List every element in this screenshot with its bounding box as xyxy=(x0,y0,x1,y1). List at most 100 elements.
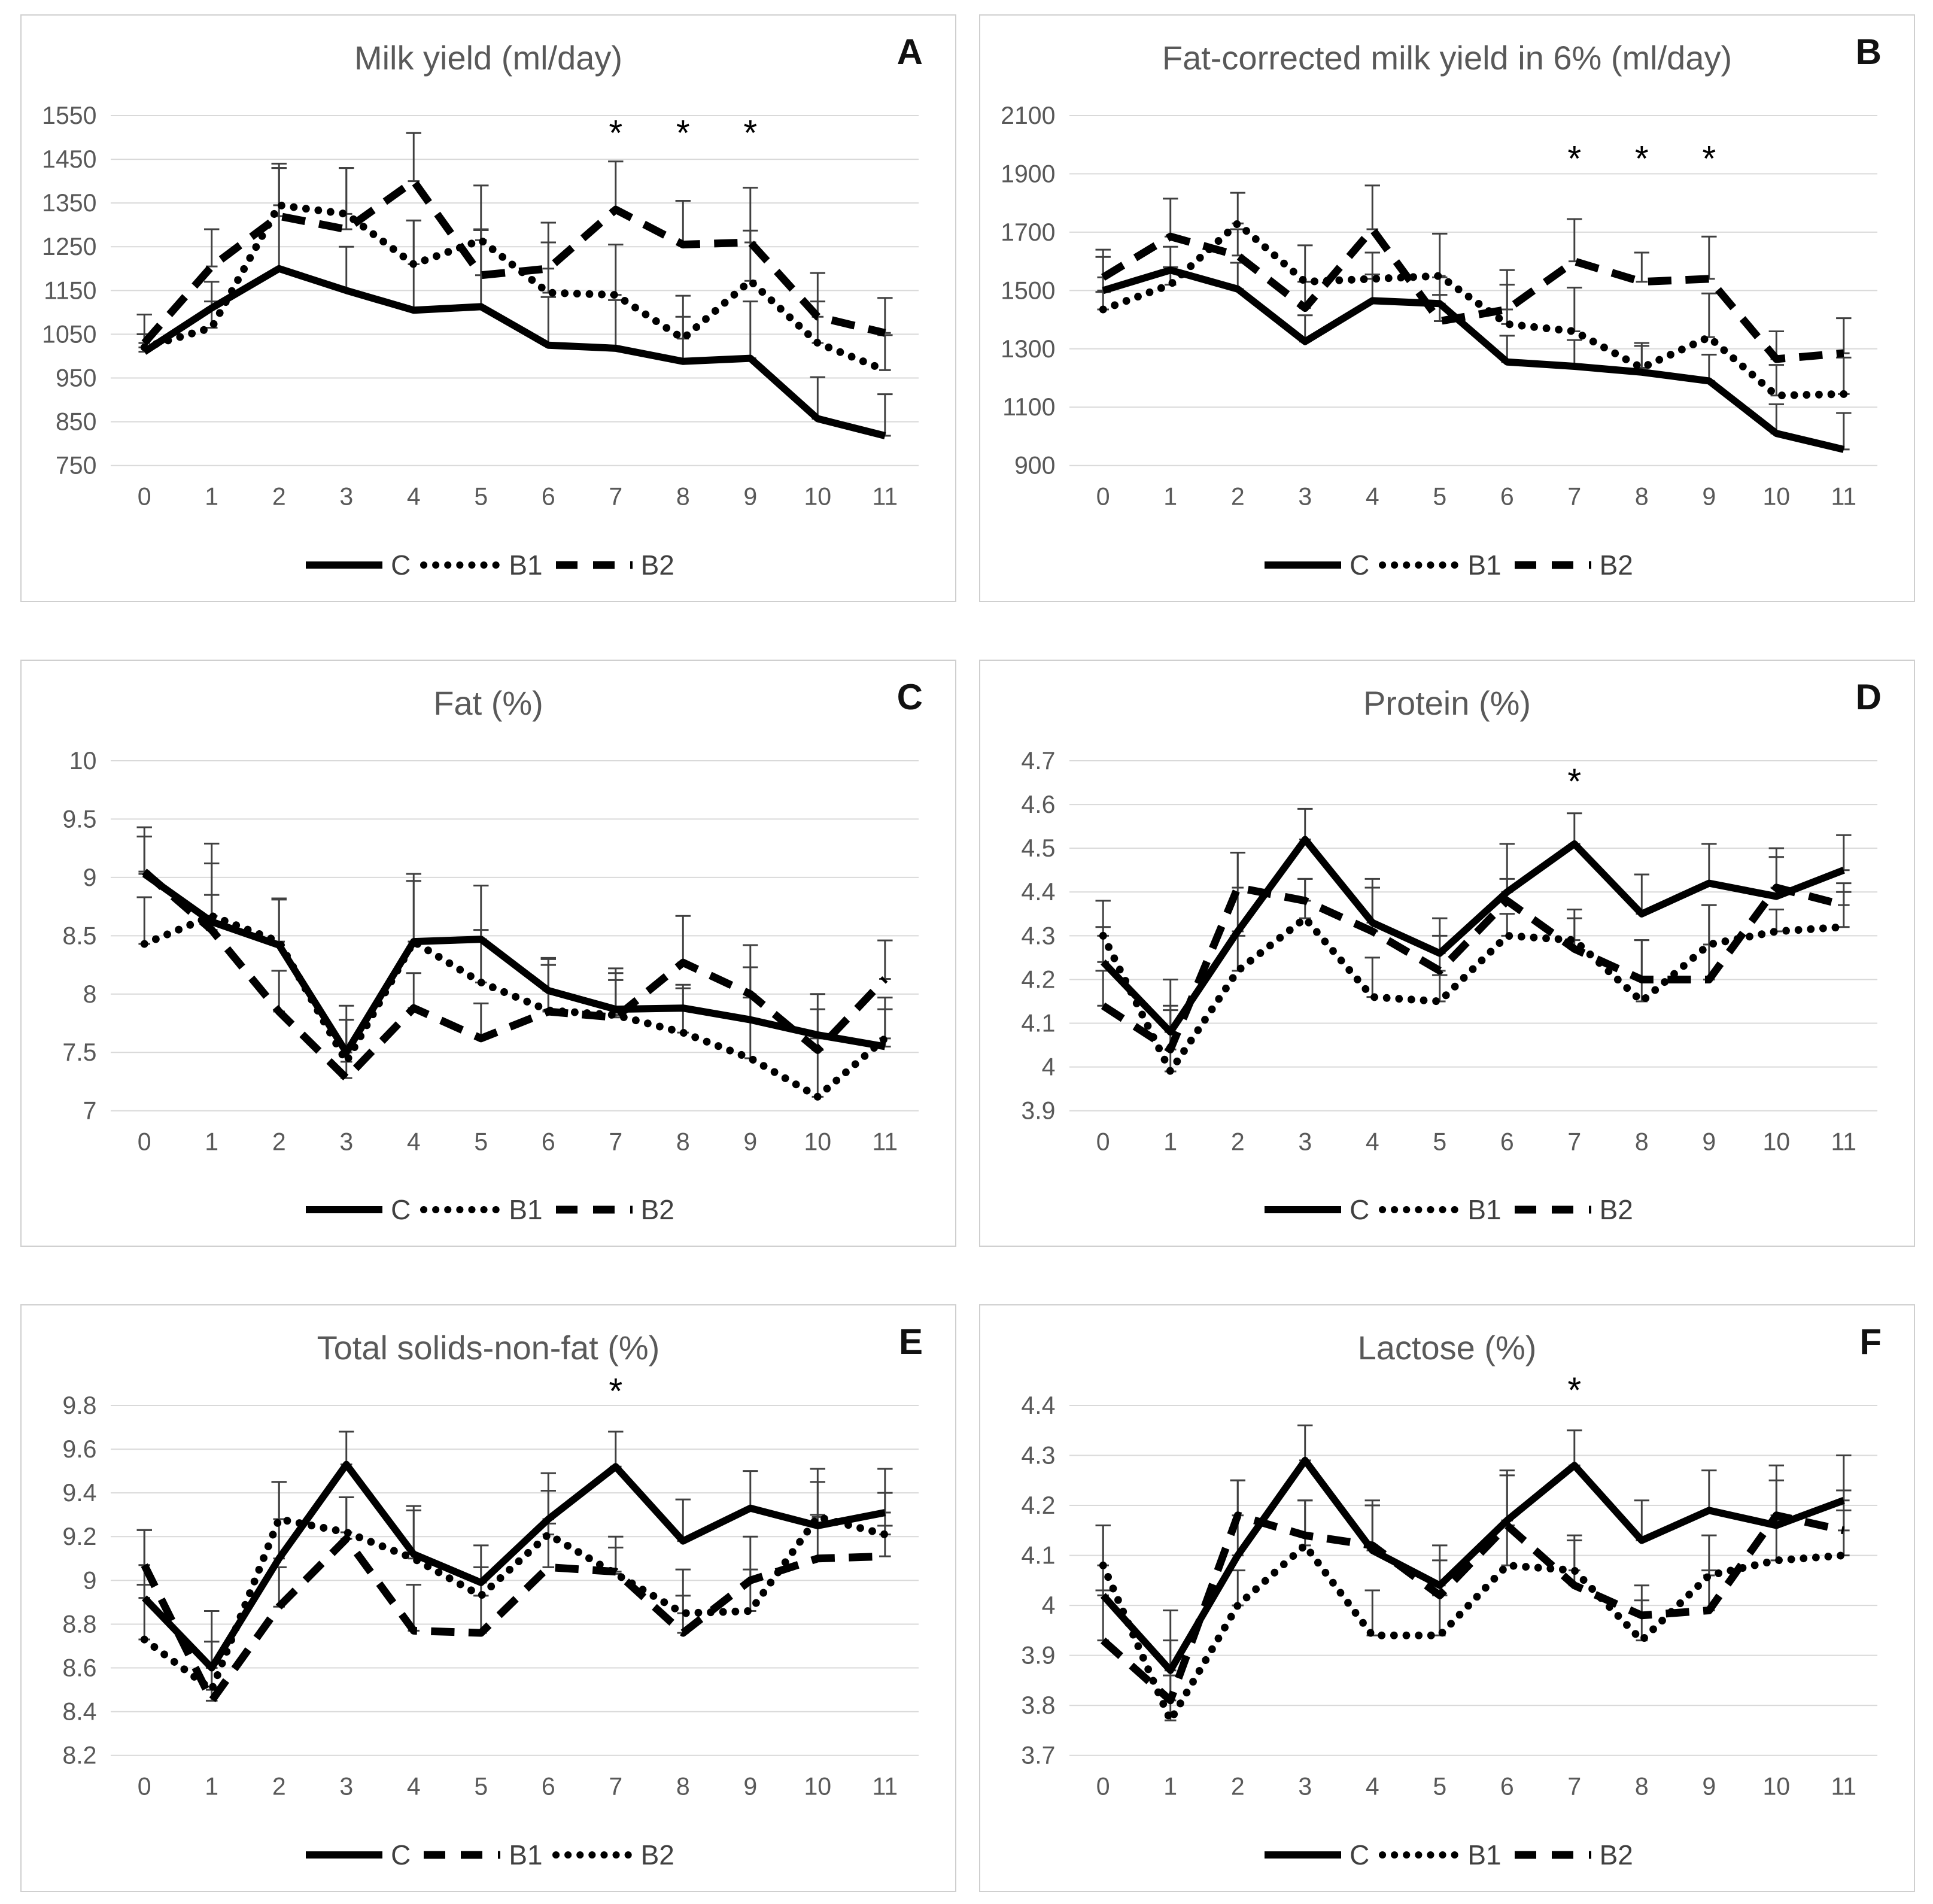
y-axis-tick-label: 4.3 xyxy=(1021,1441,1055,1469)
x-axis-tick-label: 2 xyxy=(1231,482,1245,511)
line-chart-fat-corrected-milk-yield: 900 1100 1300 1500 1700 1900 2100 0 1 2 3 4 5 6 7 8 9 10 1… xyxy=(1001,101,1878,511)
y-axis-tick-label: 9.5 xyxy=(62,804,96,833)
legend-line-sample-dashed xyxy=(1514,1851,1591,1859)
y-axis-tick-label: 3.9 xyxy=(1021,1096,1055,1125)
panel-fat-percent: Fat (%) C 7 7.5 8 8.5 9 9.5 10 0 1 2 3 4 5 6 7 8 9 10 11 C… xyxy=(20,659,956,1247)
series-line-B2 xyxy=(1101,225,1844,363)
significance-asterisk: * xyxy=(676,113,690,153)
x-axis-tick-label: 6 xyxy=(1500,482,1514,511)
x-axis-tick-label: 0 xyxy=(1096,482,1110,511)
legend-line-sample-solid xyxy=(306,1206,383,1214)
x-axis-tick-label: 11 xyxy=(1831,1127,1857,1156)
chart-legend: C B1 B2 xyxy=(29,538,948,593)
x-axis-tick-label: 3 xyxy=(339,1772,353,1801)
x-axis-tick-label: 8 xyxy=(676,1127,690,1156)
x-axis-tick-label: 3 xyxy=(1298,1772,1312,1801)
y-axis-tick-label: 4.7 xyxy=(1021,746,1055,775)
series-line-B1 xyxy=(1099,219,1848,400)
x-axis-tick-label: 9 xyxy=(743,482,757,511)
legend-label-B1: B1 xyxy=(509,549,543,581)
x-axis-tick-label: 9 xyxy=(1702,1127,1716,1156)
x-axis-tick-label: 10 xyxy=(804,1772,831,1801)
chart-legend: C B1 B2 xyxy=(987,1827,1907,1882)
panel-head: Fat-corrected milk yield in 6% (ml/day) … xyxy=(987,23,1907,83)
legend-item-B2: B2 xyxy=(1511,549,1633,581)
y-axis-tick-label: 1500 xyxy=(1001,276,1055,305)
x-axis-tick-label: 10 xyxy=(1762,1772,1790,1801)
x-axis-tick-label: 7 xyxy=(1567,1772,1581,1801)
legend-label-B2: B2 xyxy=(1599,549,1633,581)
legend-label-B2: B2 xyxy=(1599,1194,1633,1226)
y-axis-tick-label: 4.4 xyxy=(1021,877,1055,906)
x-axis-tick-label: 1 xyxy=(205,482,218,511)
x-axis-tick-label: 2 xyxy=(1231,1127,1245,1156)
x-axis-tick-label: 4 xyxy=(407,482,421,511)
y-axis-tick-label: 10 xyxy=(69,746,97,775)
x-axis-tick-label: 5 xyxy=(474,1127,488,1156)
x-axis-tick-label: 2 xyxy=(272,1127,286,1156)
x-axis-tick-label: 8 xyxy=(676,482,690,511)
x-axis-tick-label: 7 xyxy=(1567,1127,1581,1156)
panel-total-solids-non-fat: Total solids-non-fat (%) E 8.2 8.4 8.6 8.8 9… xyxy=(20,1304,956,1892)
y-axis-tick-label: 1350 xyxy=(42,189,96,217)
legend-item-B1: B1 xyxy=(1379,1839,1502,1871)
y-axis-tick-label: 900 xyxy=(1014,451,1056,479)
line-chart-total-solids-non-fat: 8.2 8.4 8.6 8.8 9 9.2 9.4 9.6 9.8 0 1 2 3 4 5 6 7 8 9 10 11 * xyxy=(62,1371,919,1801)
y-axis-tick-label: 4.3 xyxy=(1021,921,1055,950)
significance-asterisk: * xyxy=(1702,138,1716,179)
y-axis-tick-label: 4 xyxy=(1042,1591,1056,1620)
panel-letter: D xyxy=(1855,676,1882,717)
x-axis-tick-label: 1 xyxy=(1163,482,1177,511)
panel-head: Milk yield (ml/day) A xyxy=(29,23,948,83)
significance-asterisk: * xyxy=(1567,138,1581,179)
series-line-B1 xyxy=(140,912,889,1101)
x-axis-tick-label: 5 xyxy=(1433,1772,1446,1801)
y-axis-tick-label: 1150 xyxy=(44,276,96,305)
legend-item-C: C xyxy=(302,1839,411,1871)
legend-item-B1: B1 xyxy=(1379,1194,1502,1226)
series-line-B2 xyxy=(140,1513,889,1694)
panel-title: Total solids-non-fat (%) xyxy=(317,1329,660,1367)
x-axis-tick-label: 10 xyxy=(1762,482,1790,511)
legend-item-C: C xyxy=(1261,549,1369,581)
x-axis-tick-label: 7 xyxy=(1567,482,1581,511)
series-line-B1 xyxy=(141,1535,886,1705)
x-axis-tick-label: 10 xyxy=(1762,1127,1790,1156)
y-axis-tick-label: 4 xyxy=(1042,1052,1056,1081)
panel-head: Lactose (%) F xyxy=(987,1313,1907,1372)
x-axis-tick-label: 8 xyxy=(676,1772,690,1801)
y-axis-tick-label: 1050 xyxy=(42,320,96,348)
significance-asterisk: * xyxy=(1567,761,1581,801)
panel-head: Total solids-non-fat (%) E xyxy=(29,1313,948,1372)
legend-label-B2: B2 xyxy=(1599,1839,1633,1870)
series-line-C xyxy=(142,870,886,1056)
legend-line-sample-dashed xyxy=(1514,561,1591,569)
x-axis-tick-label: 4 xyxy=(407,1127,421,1156)
legend-line-sample-dotted xyxy=(1379,1851,1463,1859)
x-axis-tick-label: 0 xyxy=(138,1772,151,1801)
panel-letter: C xyxy=(896,676,923,717)
legend-label-C: C xyxy=(1350,1839,1370,1870)
series-line-B2 xyxy=(1101,883,1845,1053)
y-axis-tick-label: 3.9 xyxy=(1021,1641,1055,1670)
y-axis-tick-label: 4.6 xyxy=(1021,789,1055,818)
legend-item-B1: B1 xyxy=(420,1194,543,1226)
legend-label-B1: B1 xyxy=(509,1839,543,1870)
legend-label-C: C xyxy=(391,1194,411,1226)
x-axis-tick-label: 7 xyxy=(609,1127,622,1156)
legend-label-B1: B1 xyxy=(1467,549,1502,581)
legend-line-sample-solid xyxy=(1265,561,1342,569)
significance-asterisk: * xyxy=(743,113,757,153)
x-axis-tick-label: 8 xyxy=(1635,1772,1649,1801)
x-axis-tick-label: 0 xyxy=(138,482,151,511)
x-axis-tick-label: 0 xyxy=(138,1127,151,1156)
significance-asterisk: * xyxy=(1635,138,1649,179)
x-axis-tick-label: 7 xyxy=(609,1772,622,1801)
panel-title: Fat-corrected milk yield in 6% (ml/day) xyxy=(1162,39,1733,77)
legend-label-C: C xyxy=(1350,549,1370,581)
x-axis-tick-label: 9 xyxy=(1702,1772,1716,1801)
x-axis-tick-label: 9 xyxy=(743,1772,757,1801)
legend-label-B2: B2 xyxy=(640,1839,674,1870)
x-axis-tick-label: 11 xyxy=(873,482,898,511)
panel-title: Protein (%) xyxy=(1363,684,1531,722)
